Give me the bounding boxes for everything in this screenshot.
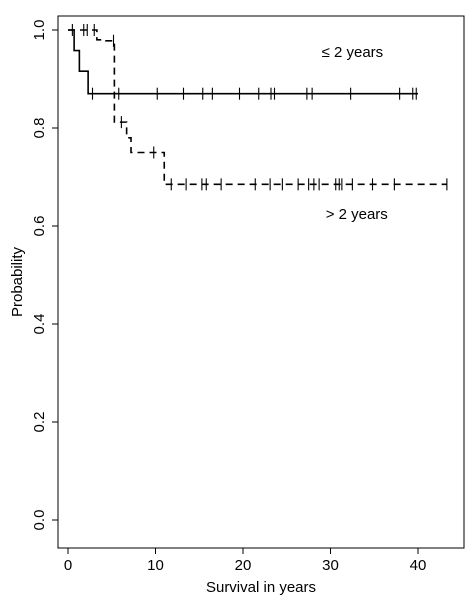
- y-tick-label-0: 0.0: [31, 510, 48, 531]
- y-tick-label-1: 0.2: [31, 412, 48, 433]
- y-tick-label-3: 0.6: [31, 216, 48, 237]
- plot-frame: [57, 15, 465, 549]
- series-1-curve: [68, 29, 447, 186]
- x-axis-title: Survival in years: [206, 579, 316, 596]
- x-tick-label-1: 10: [147, 557, 164, 574]
- series-layer: [68, 29, 447, 186]
- x-axis: 0 10 20 30 40: [64, 548, 427, 574]
- series-0-curve: [68, 29, 418, 95]
- x-tick-label-0: 0: [64, 557, 72, 574]
- y-axis: 0.0 0.2 0.4 0.6 0.8 1.0: [31, 20, 58, 531]
- y-tick-label-2: 0.4: [31, 314, 48, 335]
- x-tick-label-2: 20: [235, 557, 252, 574]
- y-axis-title: Probability: [9, 246, 26, 317]
- y-tick-label-4: 0.8: [31, 118, 48, 139]
- y-tick-label-5: 1.0: [31, 20, 48, 41]
- annotation-le-2-years: ≤ 2 years: [322, 44, 384, 61]
- annotation-gt-2-years: > 2 years: [326, 206, 388, 223]
- plot-box: [57, 15, 465, 549]
- x-tick-label-4: 40: [410, 557, 427, 574]
- x-tick-label-3: 30: [322, 557, 339, 574]
- censor-marks: [71, 24, 448, 191]
